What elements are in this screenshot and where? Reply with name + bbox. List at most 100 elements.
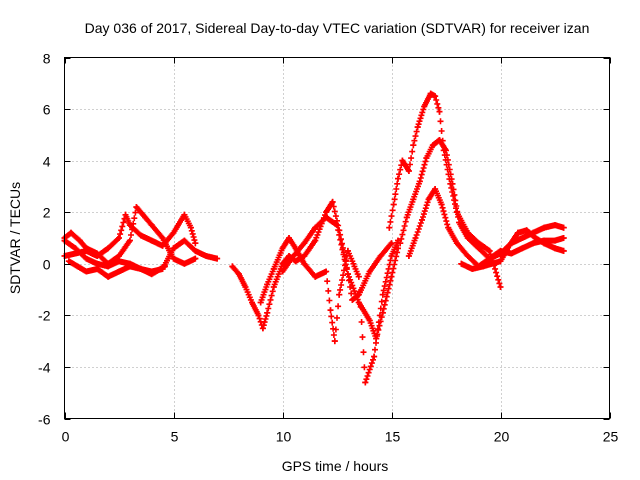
data-point <box>116 235 122 241</box>
data-point <box>279 245 286 252</box>
data-point <box>161 263 168 270</box>
data-point <box>464 253 471 259</box>
data-point <box>192 255 199 262</box>
data-point <box>148 271 155 278</box>
data-point <box>560 224 567 231</box>
data-point <box>458 260 465 267</box>
data-point <box>412 235 419 241</box>
data-point <box>486 247 493 254</box>
data-point <box>344 271 351 278</box>
data-point <box>148 237 155 244</box>
data-point <box>301 260 308 267</box>
plot-frame <box>64 57 610 419</box>
data-point <box>116 253 122 259</box>
data-point <box>257 299 264 306</box>
data-point <box>552 222 558 229</box>
data-point <box>203 253 210 259</box>
data-point <box>148 222 155 229</box>
data-point <box>414 124 421 131</box>
data-point <box>480 263 487 270</box>
data-point <box>181 237 188 244</box>
data-point <box>445 224 452 231</box>
data-point <box>405 168 412 174</box>
data-point <box>371 353 378 360</box>
data-point <box>83 268 90 275</box>
data-point <box>405 253 412 259</box>
y-tick-label: -4 <box>38 360 51 376</box>
data-point <box>142 214 149 221</box>
data-point <box>349 296 356 303</box>
data-point <box>362 379 369 386</box>
data-point <box>83 245 90 252</box>
data-point <box>552 245 558 252</box>
data-point <box>469 265 476 272</box>
data-point <box>475 240 482 247</box>
y-tick-label: -2 <box>38 308 51 324</box>
data-point <box>279 260 286 267</box>
data-point <box>192 240 199 247</box>
data-point <box>390 201 397 208</box>
data-point <box>366 317 373 324</box>
data-point <box>429 142 436 149</box>
data-point <box>137 232 144 239</box>
data-point <box>255 312 262 319</box>
data-point <box>427 90 434 97</box>
data-point <box>344 247 351 254</box>
data-point <box>323 209 330 216</box>
chart-title: Day 036 of 2017, Sidereal Day-to-day VTE… <box>85 20 590 36</box>
data-point <box>397 240 404 247</box>
data-point <box>560 235 567 241</box>
data-point <box>456 219 463 226</box>
data-point <box>270 265 277 272</box>
x-axis-label: GPS time / hours <box>282 458 389 474</box>
data-point <box>187 224 194 231</box>
data-point <box>126 237 133 244</box>
data-point <box>388 273 395 280</box>
data-point <box>334 222 340 229</box>
data-point <box>137 265 144 272</box>
data-point <box>508 250 515 257</box>
data-point <box>366 268 373 275</box>
data-point <box>94 250 101 257</box>
data-point <box>497 247 504 254</box>
data-point <box>519 245 526 252</box>
data-point <box>270 284 277 290</box>
data-point <box>425 196 432 203</box>
data-point <box>181 260 188 267</box>
data-point <box>395 175 401 182</box>
data-point <box>327 307 334 314</box>
data-point <box>122 211 129 218</box>
y-tick-label: 8 <box>43 51 51 67</box>
y-tick-label: 2 <box>43 205 51 221</box>
data-point <box>133 204 140 211</box>
data-point <box>229 263 236 270</box>
data-point <box>436 108 443 115</box>
x-tick-label: 0 <box>62 429 70 445</box>
data-layer <box>61 90 567 386</box>
data-point <box>259 325 266 332</box>
data-point <box>410 142 417 149</box>
series-satellite-track-7 <box>279 214 401 342</box>
data-point <box>323 214 330 221</box>
data-point <box>377 253 384 259</box>
data-point <box>94 260 101 267</box>
data-point <box>373 335 380 342</box>
x-tick-label: 25 <box>603 429 619 445</box>
data-point <box>355 273 362 280</box>
data-point <box>432 186 439 192</box>
data-point <box>410 196 417 203</box>
data-point <box>416 178 423 185</box>
data-point <box>421 103 428 110</box>
data-point <box>105 245 112 252</box>
series-satellite-track-5 <box>229 198 395 332</box>
data-point <box>126 263 133 270</box>
data-point <box>65 258 72 265</box>
data-point <box>301 240 308 247</box>
data-point <box>181 211 188 218</box>
data-point <box>264 281 271 288</box>
data-point <box>312 237 319 244</box>
data-point <box>105 260 112 267</box>
data-point <box>395 245 401 252</box>
data-point <box>449 180 456 187</box>
